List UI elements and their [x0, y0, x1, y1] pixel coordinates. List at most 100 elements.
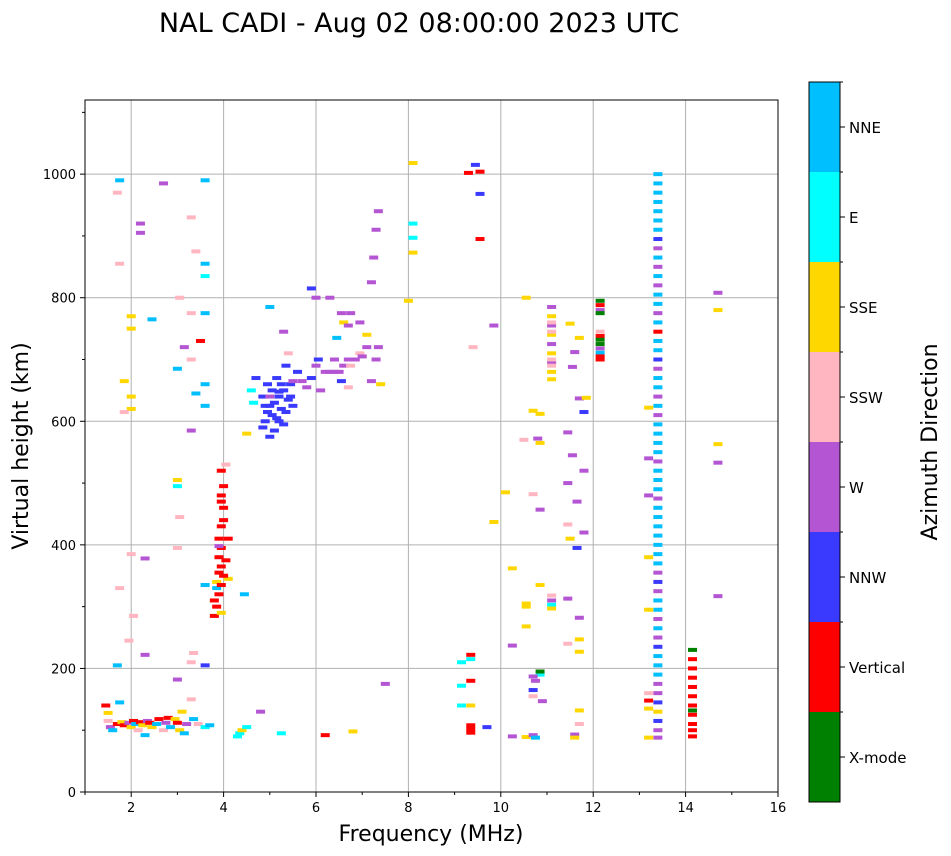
- data-point-w: [574, 615, 584, 620]
- data-point-nnw: [276, 382, 286, 387]
- data-point-ssw: [172, 545, 182, 550]
- colorbar-tick-label: NNW: [849, 569, 886, 587]
- data-point-w: [256, 709, 266, 714]
- data-point-sse: [521, 604, 531, 609]
- data-point-sse: [574, 708, 584, 713]
- data-point-e: [232, 734, 242, 739]
- data-point-sse: [644, 735, 654, 740]
- data-point-nne: [653, 274, 663, 279]
- data-point-vertical: [216, 493, 226, 498]
- data-point-ssw: [547, 320, 557, 325]
- data-point-sse: [339, 320, 349, 325]
- data-point-vertical: [688, 734, 698, 739]
- data-point-nnw: [262, 410, 272, 415]
- data-point-w: [161, 720, 171, 725]
- data-point-nnw: [306, 286, 316, 291]
- data-point-ssw: [574, 722, 584, 727]
- data-point-w: [653, 311, 663, 316]
- data-point-w: [537, 699, 547, 704]
- data-point-vertical: [112, 722, 122, 727]
- data-point-w: [653, 413, 663, 418]
- data-point-sse: [500, 490, 510, 495]
- data-point-ssw: [547, 363, 557, 368]
- data-point-ssw: [343, 385, 353, 390]
- data-point-w: [279, 329, 289, 334]
- data-point-w: [140, 652, 150, 657]
- data-point-nnw: [653, 237, 663, 242]
- data-point-w: [653, 589, 663, 594]
- data-point-ssw: [189, 650, 199, 655]
- data-point-nne: [653, 301, 663, 306]
- data-point-nne: [653, 607, 663, 612]
- colorbar-tick-label: X-mode: [849, 749, 906, 767]
- data-point-ssw: [124, 638, 134, 643]
- x-tick-label: 6: [312, 801, 320, 816]
- data-point-ssw: [528, 694, 538, 699]
- data-point-nnw: [653, 718, 663, 723]
- data-point-vertical: [466, 726, 476, 731]
- data-point-ssw: [283, 351, 293, 356]
- data-point-w: [563, 596, 573, 601]
- data-point-sse: [216, 610, 226, 615]
- data-point-w: [653, 264, 663, 269]
- data-point-vertical: [466, 723, 476, 728]
- data-point-sse: [528, 408, 538, 413]
- data-point-w: [713, 594, 723, 599]
- y-tick-label: 200: [51, 662, 76, 677]
- data-point-sse: [644, 706, 654, 711]
- data-point-w: [653, 681, 663, 686]
- data-point-nne: [653, 376, 663, 381]
- data-point-w: [644, 493, 654, 498]
- data-point-e: [466, 657, 476, 662]
- data-point-w: [343, 323, 353, 328]
- data-point-sse: [237, 728, 247, 733]
- data-point-nne: [108, 728, 118, 733]
- data-point-w: [579, 468, 589, 473]
- data-point-vertical: [320, 733, 330, 738]
- colorbar-swatch-ssw: [809, 352, 840, 442]
- data-point-ssw: [175, 515, 185, 520]
- data-point-sse: [547, 369, 557, 374]
- data-point-sse: [408, 161, 418, 166]
- data-point-x-mode: [688, 647, 698, 652]
- data-point-nne: [131, 722, 141, 727]
- data-point-w: [380, 681, 390, 686]
- data-point-w: [265, 394, 275, 399]
- data-point-nne: [200, 403, 210, 408]
- data-point-w: [214, 544, 224, 549]
- data-point-e: [246, 388, 256, 393]
- data-point-nnw: [281, 363, 291, 368]
- colorbar-swatch-vertical: [809, 622, 840, 712]
- data-point-w: [547, 360, 557, 365]
- data-point-ssw: [547, 329, 557, 334]
- data-point-sse: [126, 725, 136, 730]
- data-point-ssw: [175, 295, 185, 300]
- data-point-w: [325, 295, 335, 300]
- data-point-sse: [117, 720, 127, 725]
- data-point-sse: [535, 411, 545, 416]
- data-point-w: [595, 346, 605, 351]
- data-point-sse: [574, 637, 584, 642]
- data-point-nnw: [262, 382, 272, 387]
- data-point-vertical: [688, 722, 698, 727]
- colorbar: X-mode Vertical NNW W SSW SSE E NNE: [808, 81, 906, 803]
- data-point-vertical: [145, 720, 155, 725]
- data-point-nne: [239, 592, 249, 597]
- data-point-nne: [653, 598, 663, 603]
- data-point-w: [288, 379, 298, 384]
- data-point-nnw: [281, 410, 291, 415]
- y-tick-label: 0: [68, 786, 76, 801]
- chart-title: NAL CADI - Aug 02 08:00:00 2023 UTC: [159, 8, 679, 39]
- data-point-vertical: [209, 598, 219, 603]
- data-point-w: [547, 598, 557, 603]
- data-point-vertical: [466, 652, 476, 657]
- data-point-nnw: [653, 700, 663, 705]
- data-point-ssw: [159, 728, 169, 733]
- data-point-nne: [653, 505, 663, 510]
- data-point-ssw: [528, 492, 538, 497]
- data-point-w: [369, 255, 379, 260]
- data-point-w: [653, 394, 663, 399]
- data-point-vertical: [644, 698, 654, 703]
- data-point-nnw: [288, 403, 298, 408]
